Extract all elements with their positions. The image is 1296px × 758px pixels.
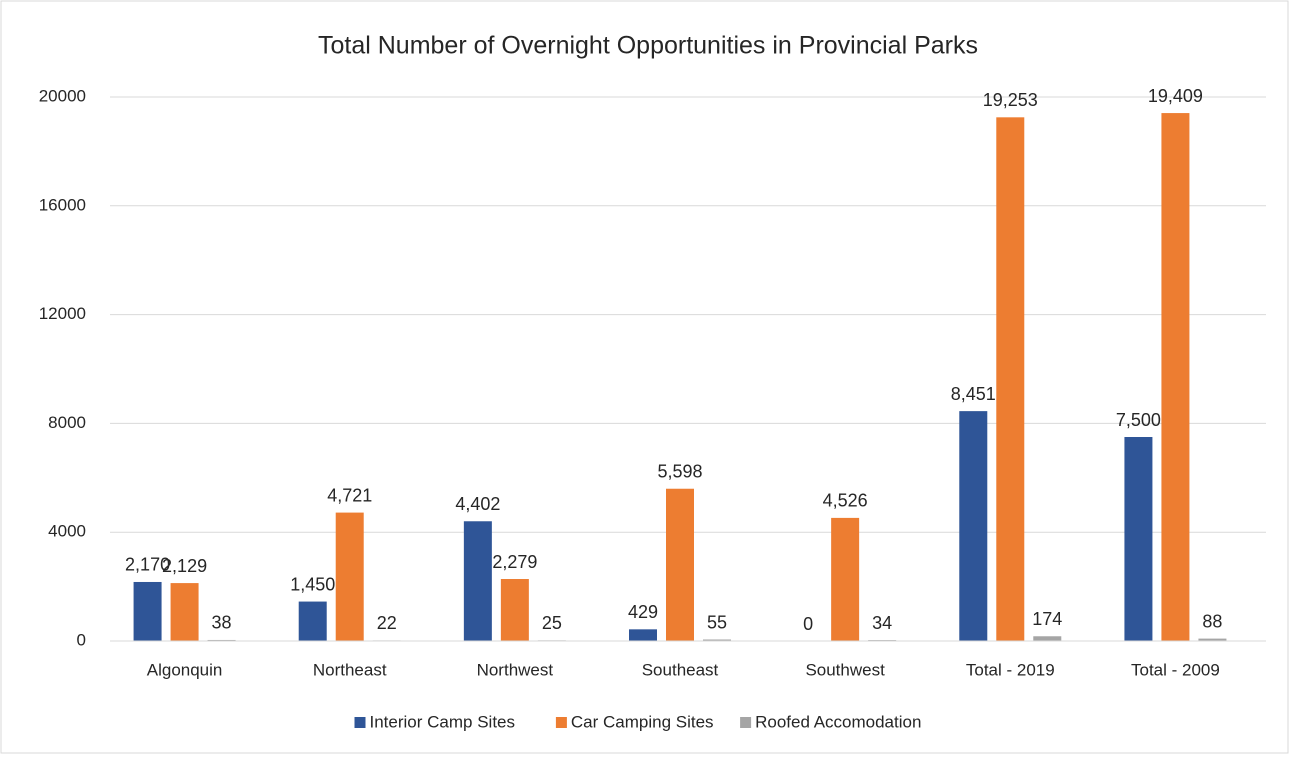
- bar: [666, 488, 694, 641]
- bar: [463, 521, 492, 641]
- y-tick-label: 4000: [48, 522, 86, 541]
- data-label: 5,598: [657, 461, 702, 481]
- x-tick-label: Southwest: [805, 660, 885, 679]
- data-label: 88: [1202, 611, 1222, 631]
- legend-swatch: [555, 717, 567, 728]
- legend-label: Car Camping Sites: [571, 712, 714, 731]
- data-label: 19,409: [1148, 86, 1203, 106]
- bar: [1033, 636, 1062, 641]
- data-label: 34: [872, 613, 892, 633]
- x-tick-label: Total - 2019: [966, 660, 1055, 679]
- data-label: 8,451: [951, 384, 996, 404]
- y-tick-label: 0: [77, 630, 86, 649]
- legend-swatch: [354, 717, 366, 728]
- data-label: 22: [377, 613, 397, 633]
- y-tick-label: 12000: [39, 304, 86, 323]
- y-tick-label: 16000: [39, 195, 86, 214]
- x-tick-label: Northeast: [313, 660, 387, 679]
- y-tick-label: 8000: [48, 413, 86, 432]
- x-tick-label: Total - 2009: [1131, 660, 1220, 679]
- data-label: 2,129: [162, 556, 207, 576]
- data-label: 174: [1032, 609, 1062, 629]
- data-label: 55: [707, 612, 727, 632]
- chart-title: Total Number of Overnight Opportunities …: [318, 32, 978, 60]
- bar: [1198, 638, 1227, 641]
- bar: [133, 581, 162, 641]
- data-label: 2,279: [492, 552, 537, 572]
- data-label: 2,170: [125, 555, 170, 575]
- legend-label: Interior Camp Sites: [370, 712, 516, 731]
- bar: [500, 579, 529, 641]
- bar: [170, 583, 199, 641]
- bar: [1161, 113, 1190, 642]
- data-label: 4,402: [455, 494, 500, 514]
- bar: [207, 639, 236, 641]
- bar: [335, 512, 364, 641]
- data-label: 0: [803, 614, 813, 634]
- bar: [298, 601, 327, 641]
- data-label: 1,450: [290, 574, 335, 594]
- x-tick-label: Southeast: [642, 660, 719, 679]
- bar: [629, 629, 657, 641]
- legend-label: Roofed Accomodation: [755, 712, 921, 731]
- data-label: 19,253: [983, 90, 1038, 110]
- y-tick-label: 20000: [39, 86, 86, 105]
- bar: [1124, 437, 1153, 641]
- data-label: 38: [212, 613, 232, 633]
- x-tick-label: Northwest: [477, 660, 554, 679]
- data-label: 7,500: [1116, 410, 1161, 430]
- bar: [831, 517, 860, 641]
- legend-swatch: [740, 717, 752, 728]
- bar: [959, 411, 988, 641]
- data-label: 4,526: [823, 491, 868, 511]
- bar: [996, 117, 1025, 641]
- data-label: 4,721: [327, 485, 372, 505]
- bar: [703, 639, 731, 641]
- data-label: 25: [542, 613, 562, 633]
- data-label: 429: [628, 602, 658, 622]
- x-tick-label: Algonquin: [147, 660, 223, 679]
